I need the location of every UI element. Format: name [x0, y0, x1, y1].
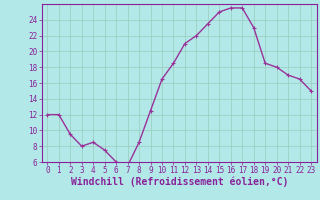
X-axis label: Windchill (Refroidissement éolien,°C): Windchill (Refroidissement éolien,°C) [70, 177, 288, 187]
